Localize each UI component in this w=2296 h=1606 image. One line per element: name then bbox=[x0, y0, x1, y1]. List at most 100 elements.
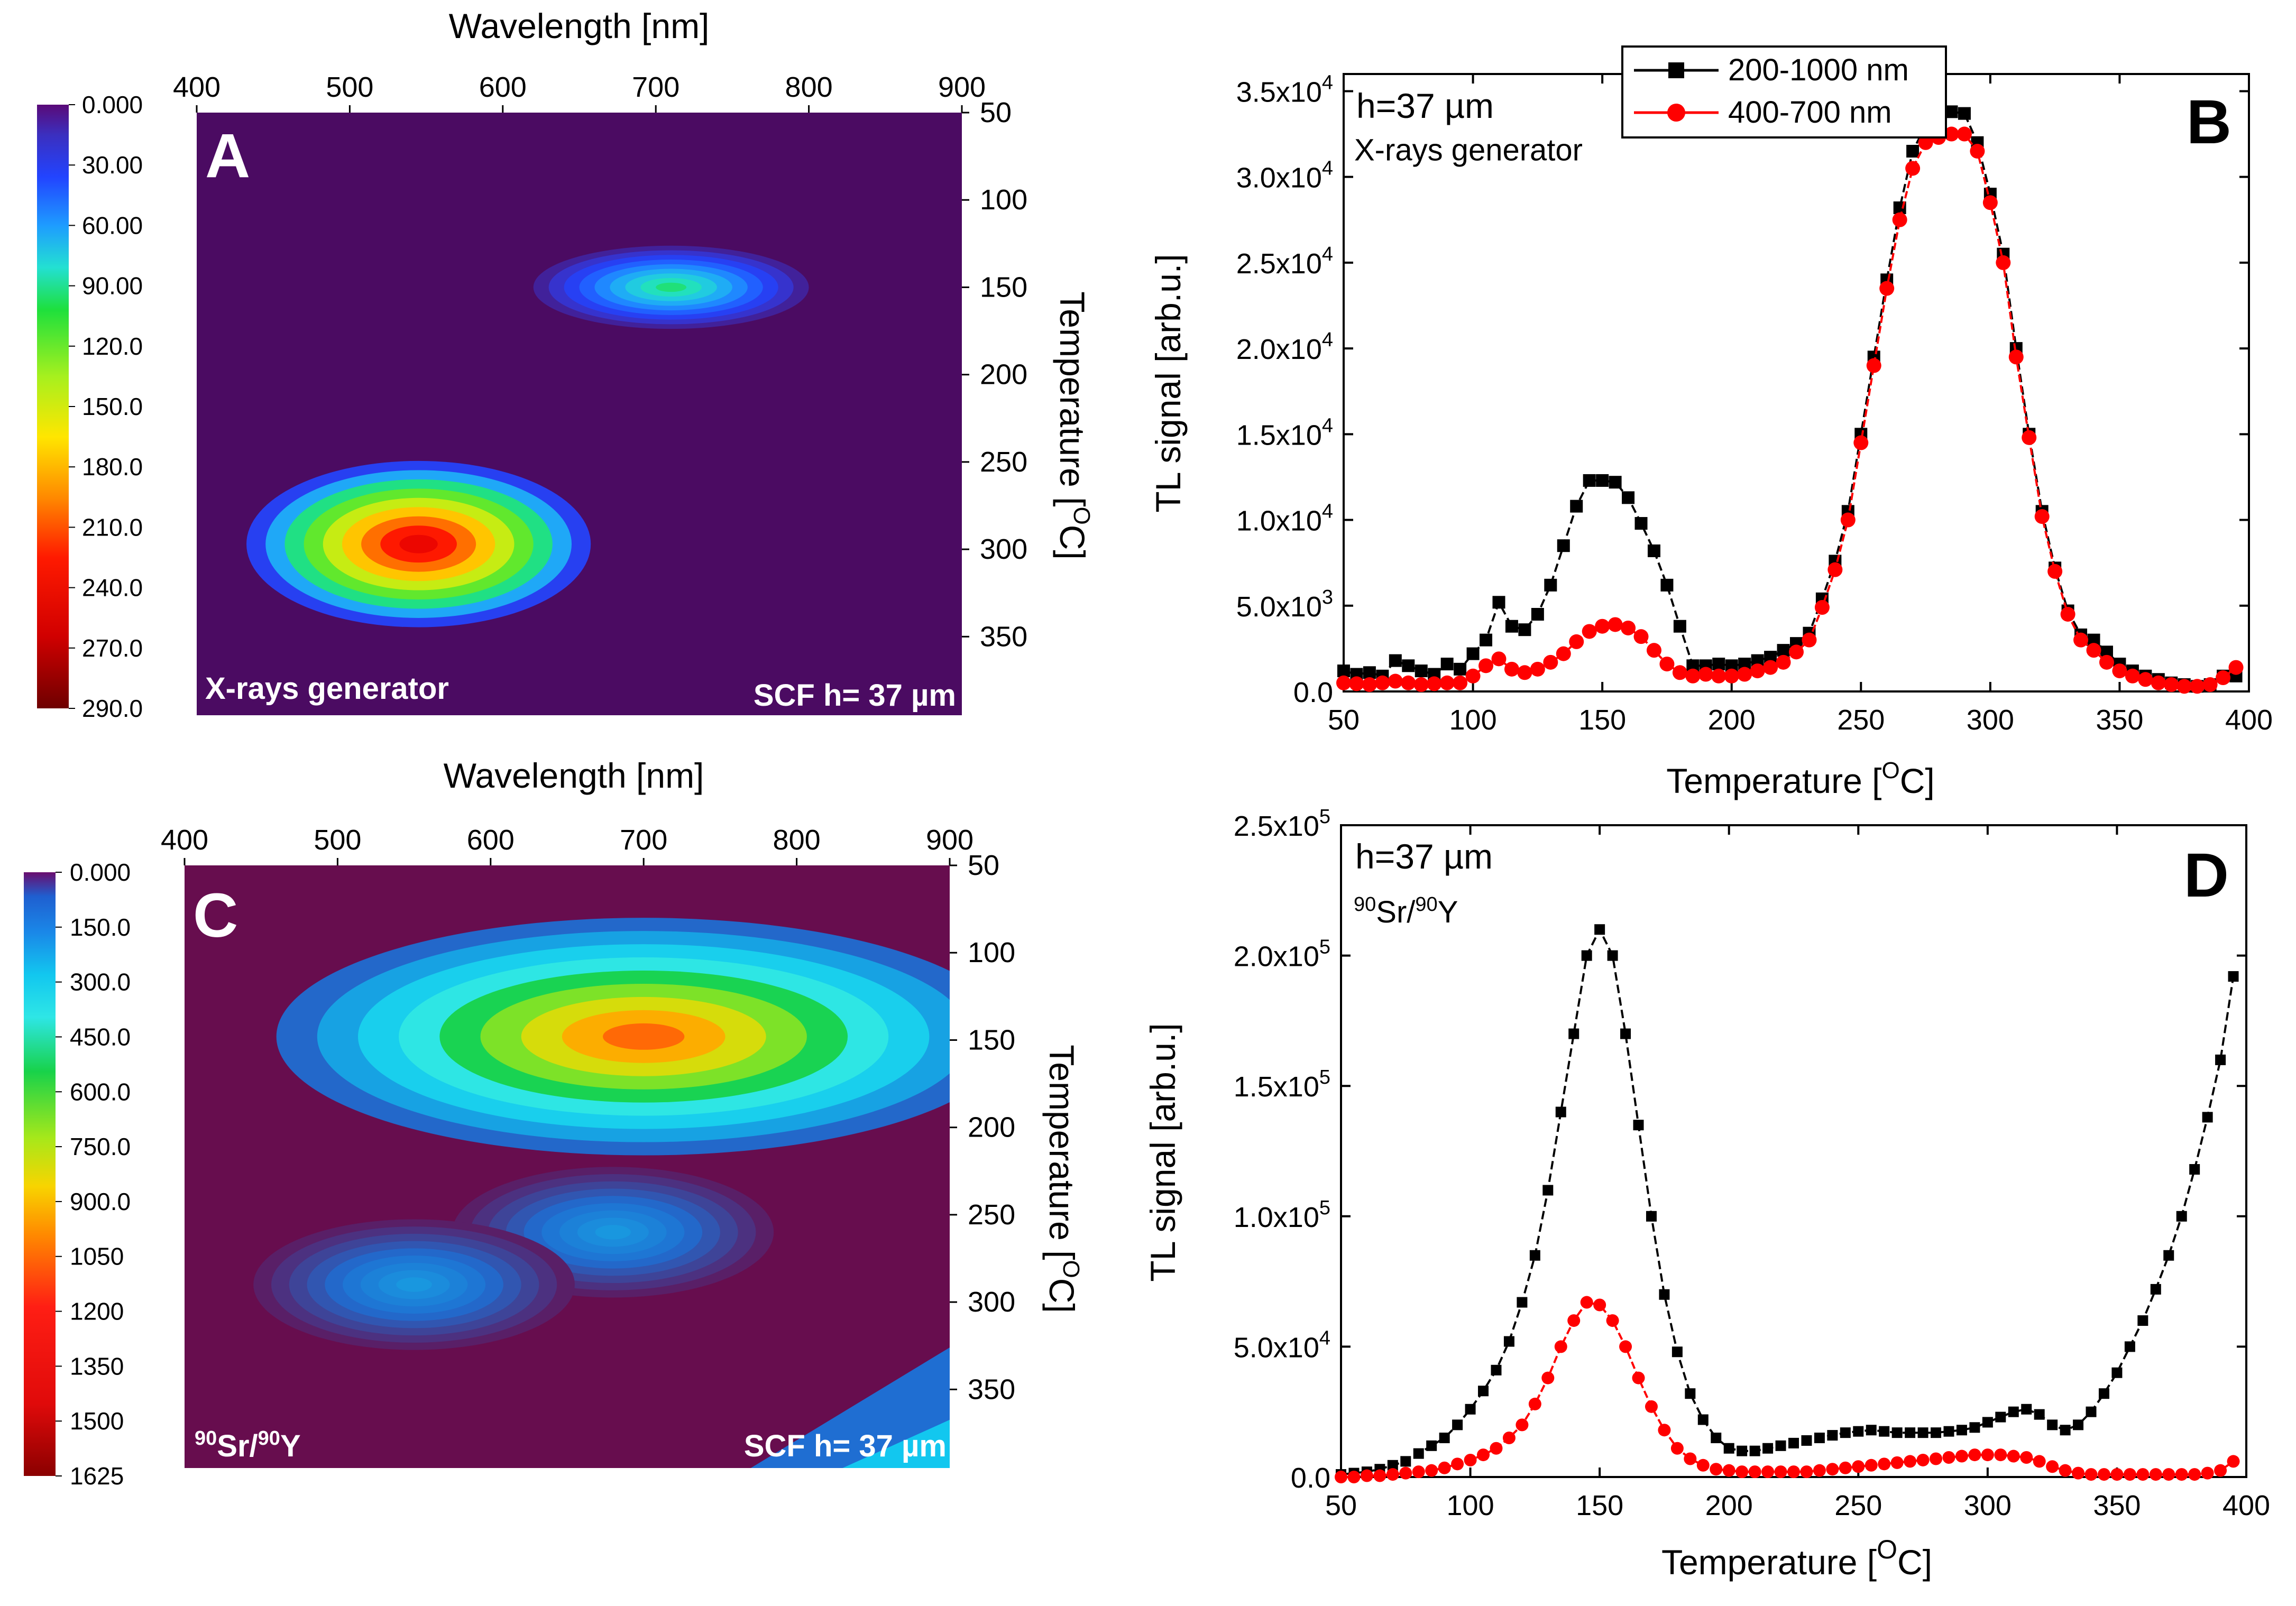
y-tick-label: 3.5x104 bbox=[1236, 71, 1333, 108]
data-point bbox=[1918, 135, 1933, 150]
panel-b-y-label: TL signal [arb.u.] bbox=[1149, 254, 1188, 512]
data-point bbox=[1504, 661, 1519, 677]
y-tick-label: 200 bbox=[980, 359, 1027, 391]
data-point bbox=[1646, 643, 1661, 658]
data-point bbox=[1439, 675, 1455, 690]
data-point bbox=[1905, 1427, 1916, 1438]
data-point bbox=[2086, 1406, 2097, 1417]
data-point bbox=[1711, 668, 1726, 684]
data-point bbox=[1906, 145, 1920, 158]
data-point bbox=[1632, 1371, 1645, 1385]
data-point bbox=[1982, 195, 1998, 210]
data-point bbox=[2216, 670, 2231, 686]
data-point bbox=[1609, 476, 1622, 489]
data-point bbox=[1569, 634, 1584, 649]
y-tick-base: 1.0x10 bbox=[1234, 1202, 1319, 1233]
data-point bbox=[2008, 349, 2024, 365]
data-point bbox=[1491, 1364, 1502, 1376]
data-point bbox=[1478, 1386, 1489, 1397]
colorbar-tick-label: 210.0 bbox=[82, 513, 143, 541]
data-point bbox=[1660, 578, 1674, 592]
data-point bbox=[1516, 1418, 1529, 1432]
colorbar-tick-label: 300.0 bbox=[70, 968, 131, 996]
data-point bbox=[2098, 1388, 2109, 1399]
data-point bbox=[1389, 654, 1402, 667]
colorbar-tick-label: 180.0 bbox=[82, 453, 143, 481]
data-point bbox=[1969, 1422, 1980, 1433]
data-point bbox=[1814, 600, 1830, 615]
data-point bbox=[1518, 623, 1531, 636]
data-point bbox=[1517, 665, 1532, 680]
data-point bbox=[1502, 1432, 1516, 1445]
data-point bbox=[1557, 539, 1570, 552]
y-tick-label: 350 bbox=[980, 621, 1027, 652]
data-point bbox=[2059, 1464, 2072, 1477]
data-point bbox=[1685, 668, 1701, 684]
panel-d: 50 100 150 200 250 300 350 4000.05.0x1041.0x105… bbox=[1143, 806, 2270, 1582]
data-point bbox=[1905, 161, 1921, 176]
data-point bbox=[1607, 950, 1618, 961]
heatmap-a-blobs bbox=[246, 245, 809, 627]
colorbar-tick-label: 1050 bbox=[70, 1243, 124, 1270]
heatmap-blob-1-level-8 bbox=[656, 282, 687, 292]
colorbar-c-ticks: 0.000 150.0 300.0 450.0 600.0 750.0 900.0 1050 1… bbox=[56, 859, 131, 1490]
x-tick-label: 700 bbox=[632, 71, 679, 103]
panel-b-legend-box bbox=[1621, 45, 1947, 139]
data-point bbox=[1402, 659, 1415, 672]
panel-a-sample-label: SCF h= 37 µm bbox=[754, 678, 956, 713]
colorbar-c bbox=[24, 872, 56, 1476]
data-point bbox=[1453, 675, 1468, 690]
y-tick-exp: 4 bbox=[1322, 501, 1333, 523]
data-point bbox=[1723, 1443, 1734, 1454]
data-point bbox=[1748, 1465, 1761, 1479]
heatmap-c-blobs bbox=[253, 918, 950, 1468]
y-tick-base: 1.0x10 bbox=[1236, 505, 1322, 537]
data-point bbox=[2060, 607, 2075, 622]
y-tick-exp: 4 bbox=[1319, 1327, 1330, 1349]
data-point bbox=[1684, 1452, 1697, 1465]
x-tick-label: 400 bbox=[161, 824, 208, 856]
panel-b-ticks: 50 100 150 200 250 300 350 4000.05.0x1031.0x104… bbox=[1236, 71, 2273, 736]
data-point bbox=[1866, 1425, 1877, 1436]
heatmap-a-y-label: Temperature [OC] bbox=[1053, 291, 1095, 559]
data-point bbox=[2008, 1406, 2019, 1417]
x-tick-label: 500 bbox=[314, 824, 361, 856]
data-point bbox=[1776, 654, 1791, 670]
data-point bbox=[1904, 1455, 1917, 1468]
data-point bbox=[1360, 1469, 1373, 1482]
colorbar-tick-label: 290.0 bbox=[82, 695, 143, 722]
data-point bbox=[1697, 1414, 1709, 1425]
data-point bbox=[1866, 358, 1881, 373]
data-point bbox=[1955, 1450, 1968, 1463]
data-point bbox=[1633, 1120, 1644, 1131]
data-point bbox=[1622, 491, 1635, 504]
data-point bbox=[2060, 1425, 2071, 1436]
y-tick-exp: 4 bbox=[1322, 243, 1333, 265]
y-tick-label: 50 bbox=[968, 850, 999, 881]
data-point bbox=[2007, 1450, 2020, 1463]
panel-b-series bbox=[1336, 105, 2244, 694]
data-point bbox=[1827, 1430, 1838, 1441]
y-tick-base: 3.0x10 bbox=[1236, 162, 1322, 194]
panel-c-letter: C bbox=[193, 881, 238, 950]
data-point bbox=[2228, 971, 2239, 982]
data-point bbox=[1672, 1346, 1683, 1358]
data-point bbox=[1386, 1468, 1399, 1481]
y-tick-exp: 5 bbox=[1319, 806, 1330, 828]
panel-b-letter: B bbox=[2187, 87, 2231, 157]
data-point bbox=[1942, 1451, 1955, 1464]
y-tick-label: 100 bbox=[968, 937, 1015, 968]
data-point bbox=[2033, 1455, 2046, 1468]
y-tick-label: 3.0x104 bbox=[1236, 158, 1333, 194]
data-point bbox=[2021, 1404, 2032, 1415]
x-tick-label: 600 bbox=[467, 824, 515, 856]
colorbar-tick-label: 450.0 bbox=[70, 1023, 131, 1050]
y-tick-label: 300 bbox=[968, 1286, 1015, 1318]
colorbar-tick-label: 270.0 bbox=[82, 634, 143, 662]
data-point bbox=[1608, 617, 1623, 632]
data-point bbox=[2123, 1468, 2136, 1481]
data-point bbox=[2136, 1468, 2150, 1481]
data-point bbox=[1415, 664, 1428, 678]
data-point bbox=[2046, 1460, 2059, 1473]
y-tick-exp: 3 bbox=[1322, 586, 1333, 608]
